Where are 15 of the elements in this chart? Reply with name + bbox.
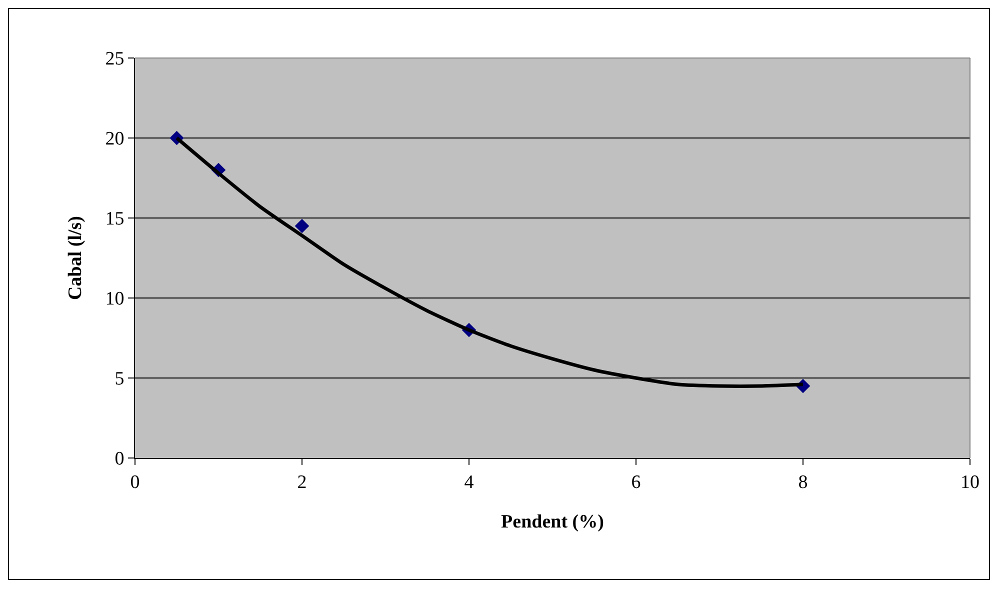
x-tick-label: 10 (960, 472, 980, 493)
y-tick-label: 10 (105, 288, 124, 310)
y-tick-label: 20 (105, 128, 124, 150)
x-tick-label: 6 (631, 472, 641, 493)
y-axis-title: Cabal (l/s) (65, 216, 86, 300)
x-tick-label: 0 (130, 472, 140, 493)
x-tick-label: 8 (798, 472, 808, 493)
x-axis-title: Pendent (%) (501, 512, 604, 533)
y-tick-label: 5 (114, 368, 124, 390)
x-tick-label: 2 (297, 472, 307, 493)
y-tick-label: 25 (105, 48, 124, 70)
point (294, 218, 310, 234)
y-tick-label: 15 (105, 208, 124, 230)
x-tick-label: 4 (464, 472, 474, 493)
y-tick-label: 0 (114, 448, 124, 470)
